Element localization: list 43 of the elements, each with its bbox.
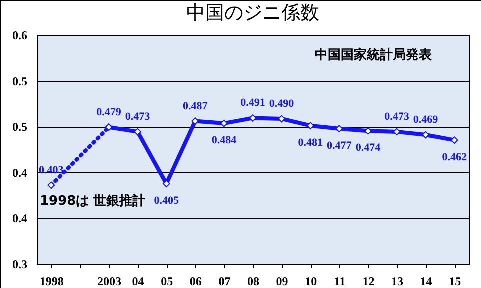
point — [220, 120, 228, 128]
data-label: 0.462 — [442, 151, 468, 164]
point — [162, 180, 170, 188]
point — [278, 115, 286, 123]
y-tick-label: 0.4 — [12, 212, 28, 226]
data-label: 0.474 — [356, 142, 382, 154]
data-label: 0.479 — [96, 106, 122, 118]
x-tick-label: 05 — [161, 274, 174, 288]
x-tick-label: 13 — [392, 274, 404, 288]
y-tick-label: 0.4 — [12, 166, 28, 180]
point — [134, 128, 142, 136]
data-label: 0.473 — [384, 110, 410, 123]
data-label: 0.484 — [212, 134, 238, 147]
data-label: 0.490 — [269, 98, 295, 110]
data-label: 0.487 — [183, 100, 208, 112]
y-tick-label: 0.3 — [12, 258, 28, 272]
data-label: 0.481 — [298, 136, 323, 149]
annotation: 1998は 世銀推計 — [40, 193, 146, 209]
x-tick-label: 15 — [449, 274, 462, 288]
y-tick-label: 0.6 — [12, 28, 28, 42]
annotation: 中国国家統計局発表 — [315, 47, 433, 63]
x-tick-label: 2003 — [98, 274, 122, 288]
x-tick-label: 07 — [218, 274, 231, 288]
x-tick-label: 12 — [362, 274, 375, 288]
point — [364, 128, 372, 135]
x-tick-label: 09 — [276, 274, 288, 288]
x-tick-label: 1998 — [40, 274, 64, 288]
x-tick-label: 04 — [132, 274, 144, 288]
y-tick-label: 0.5 — [12, 74, 28, 88]
x-tick-label: 11 — [334, 274, 346, 288]
data-label: 0.473 — [125, 110, 151, 123]
x-tick-label: 14 — [420, 274, 432, 288]
data-label: 0.405 — [154, 194, 180, 207]
data-label: 0.469 — [413, 114, 439, 126]
point — [48, 182, 56, 190]
x-tick-label: 08 — [248, 274, 260, 288]
point — [422, 131, 430, 139]
data-label: 0.477 — [327, 140, 352, 152]
y-tick-label: 0.5 — [12, 120, 28, 134]
x-tick-label: 10 — [305, 274, 318, 288]
data-label: 0.491 — [240, 97, 266, 110]
x-tick-label: 06 — [190, 274, 202, 288]
chart-title: 中国のジニ係数 — [186, 2, 320, 24]
